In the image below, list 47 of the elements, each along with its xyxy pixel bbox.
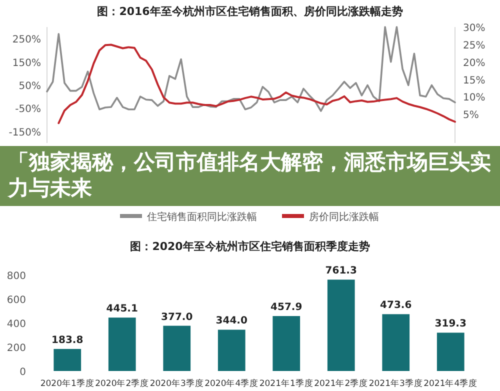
y2-tick-label: 30% [463,23,486,34]
y-tick-label: 600 [6,295,26,306]
y-tick-label: 250% [12,34,41,46]
bar [218,330,246,371]
bar [108,318,136,371]
chart-title: 图：2020年至今杭州市区住宅销售面积季度走势 [130,240,370,253]
y-tick-label: -50% [15,104,41,116]
chart-title: 图：2016年至今杭州市区住宅销售面积、房价同比涨跌幅走势 [97,5,403,18]
y-tick-label: 400 [6,319,26,330]
x-tick-label: 2021年3季度 [368,378,423,389]
legend-label: 房价同比涨跌幅 [309,211,379,223]
y2-tick-label: 15% [463,75,486,86]
line-series [46,26,456,112]
data-label: 319.3 [434,318,466,330]
x-tick-label: 2021年4季度 [424,378,478,389]
y-tick-label: 200 [6,343,26,354]
bar [382,314,410,371]
data-label: 473.6 [380,300,412,312]
y-tick-label: -150% [8,127,41,138]
x-tick-label: 2020年1季度 [40,378,94,389]
data-label: 457.9 [270,302,302,314]
line-series [58,44,456,124]
text: 「独家揭秘，公司市值排名大解密，洞悉市场巨头实力与未来 [0,146,500,206]
data-label: 183.8 [52,334,84,346]
bar [54,348,82,371]
data-label: 344.0 [216,316,248,327]
y2-tick-label: 20% [463,58,486,69]
x-tick-label: 2021年2季度 [314,378,368,389]
bar [327,280,355,371]
bar [272,316,300,371]
y-tick-label: 150% [12,58,41,69]
y2-tick-label: 5% [463,110,479,122]
y-tick-label: 0 [20,367,26,378]
y2-tick-label: 25% [463,40,486,52]
x-tick-label: 2020年4季度 [204,378,259,389]
data-label: 377.0 [161,312,193,323]
legend-label: 住宅销售面积同比涨跌幅 [147,211,257,223]
x-tick-label: 2020年3季度 [150,378,204,389]
data-label: 761.3 [325,266,357,277]
y-tick-label: 50% [18,81,41,92]
x-tick-label: 2021年1季度 [259,378,314,389]
bar [163,326,191,371]
y2-tick-label: 10% [463,92,486,104]
data-label: 445.1 [106,304,138,315]
bar [436,332,464,371]
y-tick-label: 800 [6,271,26,282]
x-tick-label: 2020年2季度 [95,378,150,389]
